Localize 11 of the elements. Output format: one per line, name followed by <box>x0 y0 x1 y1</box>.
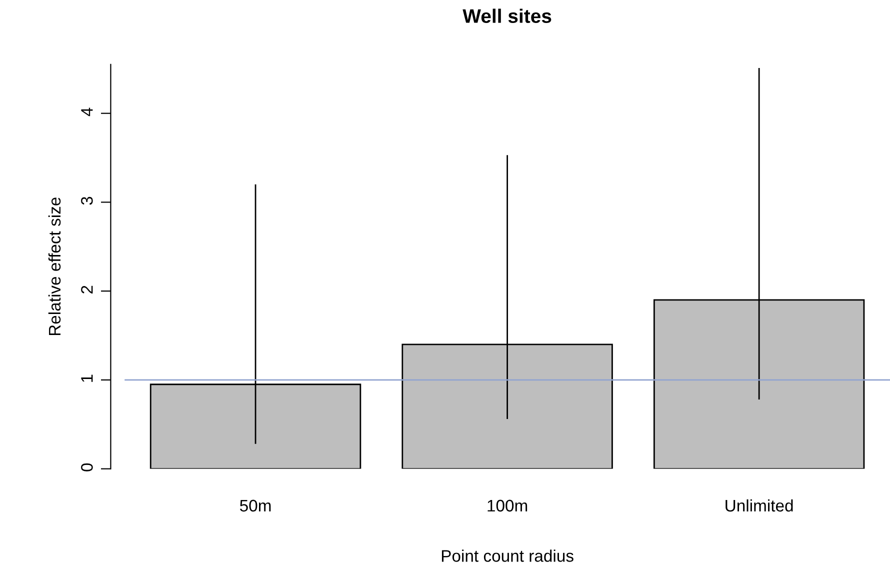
y-tick-label: 3 <box>81 196 93 205</box>
y-tick-label: 2 <box>81 286 93 294</box>
chart-title: Well sites <box>462 8 552 23</box>
y-tick-label: 1 <box>81 374 93 382</box>
x-axis-title: Point count radius <box>442 550 574 562</box>
x-tick-label: 50m <box>240 500 271 512</box>
x-tick-label: Unlimited <box>726 499 793 512</box>
x-tick-label: 100m <box>488 500 528 512</box>
y-tick-label: 0 <box>81 463 93 472</box>
y-tick-label: 4 <box>81 108 93 116</box>
y-axis-title: Relative effect size <box>48 198 61 336</box>
